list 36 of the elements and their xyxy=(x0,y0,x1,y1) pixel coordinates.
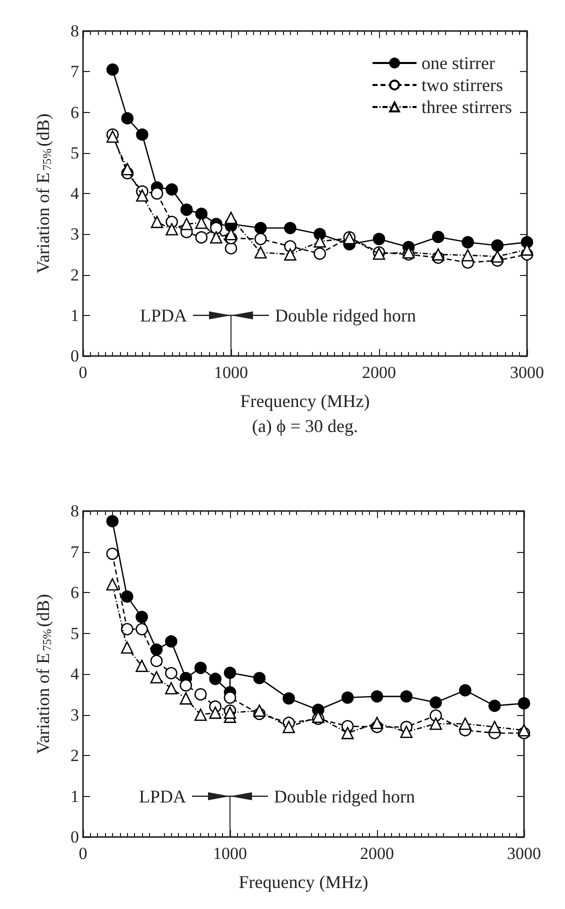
x-tick-label: 3000 xyxy=(510,363,544,382)
y-tick-label: 6 xyxy=(70,583,79,602)
legend-label: three stirrers xyxy=(422,97,512,117)
annotation: LPDA xyxy=(140,305,187,326)
x-tick-label: 1000 xyxy=(213,844,247,863)
y-tick-label: 7 xyxy=(70,542,80,562)
y-tick-label: 5 xyxy=(70,624,79,643)
y-axis-title: Variation of E75%(dB) xyxy=(33,114,54,274)
y-tick-label: 4 xyxy=(70,184,80,203)
y-tick-label: 1 xyxy=(70,786,79,806)
y-tick-label: 6 xyxy=(70,102,79,122)
y-tick-label: 3 xyxy=(70,705,79,724)
y-tick-label: 5 xyxy=(70,143,79,162)
x-tick-label: 2000 xyxy=(360,844,394,863)
y-tick-label: 2 xyxy=(70,265,79,284)
x-axis-title: Frequency (MHz) xyxy=(240,391,370,411)
x-tick-label: 1000 xyxy=(214,363,248,382)
x-axis-title: Frequency (MHz) xyxy=(238,872,368,892)
y-tick-label: 7 xyxy=(70,62,80,82)
y-tick-label: 0 xyxy=(70,828,79,846)
y-tick-label: 0 xyxy=(70,346,79,366)
legend-label: two stirrers xyxy=(422,75,504,95)
y-tick-label: 2 xyxy=(70,746,79,765)
x-tick-label: 2000 xyxy=(362,363,396,382)
y-tick-label: 3 xyxy=(70,224,79,244)
annotation: Double ridged horn xyxy=(274,786,415,806)
text: (a) ϕ = 30 deg. xyxy=(252,416,358,436)
y-tick-label: 1 xyxy=(70,306,79,325)
legend-label: one stirrer xyxy=(422,53,496,73)
annotation: Double ridged horn xyxy=(275,305,416,326)
y-axis-title: Variation of E75%(dB) xyxy=(33,594,54,754)
y-tick-label: 8 xyxy=(70,22,79,40)
y-tick-label: 8 xyxy=(70,502,79,520)
annotation: LPDA xyxy=(138,786,186,806)
x-tick-label: 3000 xyxy=(507,844,541,863)
y-tick-label: 4 xyxy=(70,664,80,684)
